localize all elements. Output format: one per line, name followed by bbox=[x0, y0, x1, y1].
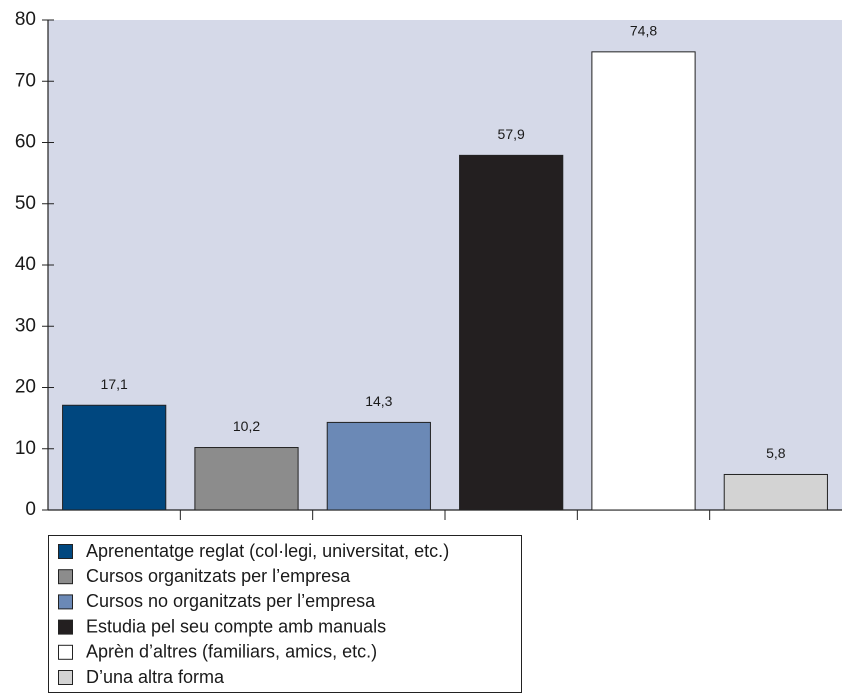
legend-swatch bbox=[58, 594, 73, 610]
y-tick-label: 30 bbox=[15, 315, 36, 336]
y-tick-label: 40 bbox=[15, 254, 36, 275]
bar bbox=[62, 404, 167, 511]
bar bbox=[194, 447, 299, 511]
legend-box bbox=[48, 535, 522, 693]
legend-swatch bbox=[58, 619, 73, 635]
value-label: 57,9 bbox=[498, 126, 525, 142]
value-label: 17,1 bbox=[101, 376, 128, 392]
y-tick-label: 10 bbox=[15, 438, 36, 459]
y-tick-label: 0 bbox=[25, 499, 36, 520]
legend-label: Aprenentatge reglat (col·legi, universit… bbox=[86, 541, 449, 561]
legend-swatch bbox=[58, 670, 73, 685]
plot-background bbox=[48, 20, 842, 510]
value-label: 74,8 bbox=[630, 23, 657, 39]
y-tick-label: 60 bbox=[15, 132, 36, 153]
legend-label: D’una altra forma bbox=[86, 667, 225, 687]
legend-label: Aprèn d’altres (familiars, amics, etc.) bbox=[86, 642, 377, 662]
bar bbox=[591, 51, 696, 511]
value-label: 14,3 bbox=[365, 393, 392, 409]
value-label: 10,2 bbox=[233, 418, 260, 434]
legend-label: Estudia pel seu compte amb manuals bbox=[86, 616, 386, 636]
y-tick-label: 80 bbox=[15, 9, 36, 30]
y-tick-label: 20 bbox=[15, 377, 36, 398]
legend-label: Cursos organitzats per l’empresa bbox=[86, 566, 351, 586]
y-tick-label: 50 bbox=[15, 193, 36, 214]
y-tick-label: 70 bbox=[15, 70, 36, 91]
bar bbox=[723, 473, 828, 511]
legend-label: Cursos no organitzats per l’empresa bbox=[86, 591, 376, 611]
legend-swatch bbox=[58, 644, 73, 660]
bar bbox=[459, 154, 564, 511]
bar bbox=[326, 421, 431, 511]
legend-swatch bbox=[58, 544, 73, 559]
value-label: 5,8 bbox=[766, 445, 786, 461]
legend-swatch bbox=[58, 569, 73, 585]
